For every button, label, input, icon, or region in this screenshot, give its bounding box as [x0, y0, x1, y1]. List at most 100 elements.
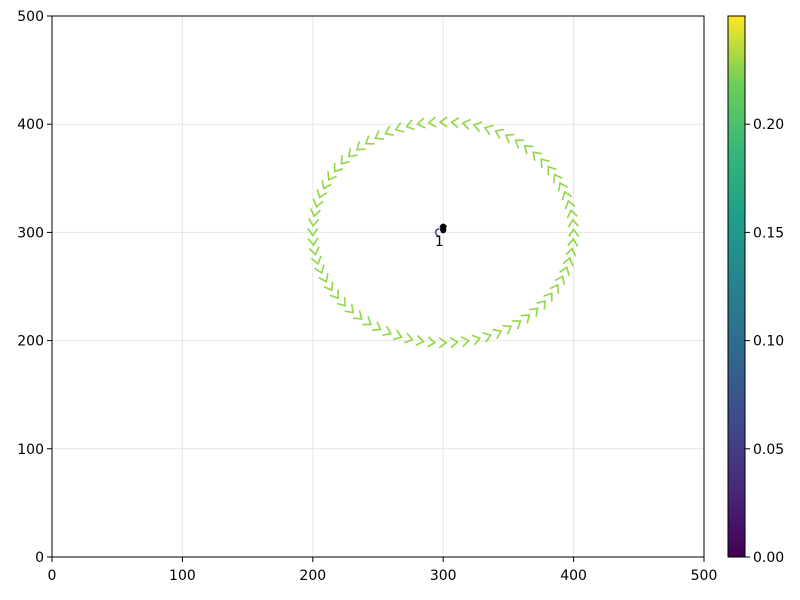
- colorbar-tick-label: 0.05: [753, 442, 784, 458]
- arrow-marker: [449, 337, 459, 349]
- arrow-marker: [514, 139, 525, 149]
- arrow-marker: [540, 158, 550, 168]
- arrow-marker: [340, 155, 350, 165]
- arrow-marker: [502, 324, 513, 335]
- arrow-marker: [405, 119, 415, 131]
- arrow-marker: [347, 147, 358, 158]
- colorbar-tick-label: 0.00: [753, 550, 784, 566]
- arrow-marker: [364, 135, 375, 145]
- arrow-markers: [307, 116, 580, 349]
- x-tick-label: 0: [48, 568, 57, 584]
- x-tick-label: 300: [430, 568, 457, 584]
- y-tick-label: 300: [17, 225, 44, 241]
- arrow-marker: [547, 165, 557, 176]
- arrow-marker: [309, 208, 321, 218]
- arrow-marker: [384, 125, 394, 137]
- arrow-marker: [415, 334, 425, 347]
- arrow-marker: [310, 255, 322, 266]
- arrow-marker: [553, 173, 563, 184]
- arrow-marker: [511, 320, 522, 330]
- arrow-marker: [336, 296, 347, 307]
- y-tick-label: 500: [17, 9, 44, 25]
- arrow-marker: [307, 237, 319, 247]
- arrow-marker: [312, 198, 324, 209]
- y-axis: 0 100 200 300 400 500: [17, 9, 52, 566]
- colorbar: [727, 15, 746, 558]
- arrow-marker: [374, 130, 385, 140]
- arrow-marker: [472, 121, 483, 133]
- arrow-marker: [482, 332, 492, 343]
- colorbar-tick-label: 0.20: [753, 117, 784, 133]
- arrow-marker: [333, 162, 344, 173]
- arrow-marker: [404, 332, 414, 344]
- arrow-marker: [314, 264, 325, 275]
- arrow-marker: [427, 116, 437, 128]
- y-tick-label: 200: [17, 334, 44, 350]
- arrow-marker: [362, 316, 372, 326]
- arrow-marker: [492, 328, 503, 340]
- arrow-marker: [567, 218, 580, 228]
- arrow-marker: [356, 141, 366, 151]
- arrow-marker: [536, 299, 546, 310]
- arrow-marker: [566, 208, 578, 219]
- colorbar-axis: 0.00 0.05 0.10 0.15 0.20: [745, 117, 784, 566]
- arrow-marker: [565, 247, 577, 257]
- arrow-marker: [471, 334, 482, 346]
- arrow-marker: [308, 246, 320, 256]
- arrow-marker: [504, 133, 515, 144]
- arrow-marker: [494, 128, 505, 139]
- arrow-marker: [327, 171, 337, 182]
- arrow-marker: [567, 228, 580, 237]
- colorbar-tick-label: 0.15: [753, 225, 784, 241]
- y-tick-label: 100: [17, 442, 44, 458]
- arrow-marker: [523, 145, 534, 155]
- arrow-marker: [321, 179, 332, 190]
- arrow-marker: [329, 289, 339, 300]
- colorbar-tick-label: 0.10: [753, 334, 784, 350]
- arrow-marker: [564, 199, 576, 210]
- arrow-marker: [416, 117, 426, 129]
- arrow-marker: [549, 283, 560, 294]
- arrow-marker: [307, 227, 319, 237]
- arrow-marker: [554, 275, 566, 285]
- center-tail: [434, 227, 440, 238]
- arrow-marker: [427, 336, 437, 348]
- arrow-marker: [460, 336, 471, 348]
- arrow-marker: [344, 303, 355, 314]
- arrow-marker: [543, 292, 553, 302]
- arrow-marker: [392, 329, 403, 341]
- arrow-marker: [450, 117, 460, 129]
- arrow-marker: [520, 314, 531, 324]
- arrow-marker: [561, 190, 573, 201]
- center-marks: [434, 223, 448, 238]
- arrow-marker: [382, 325, 393, 337]
- arrow-marker: [394, 122, 405, 133]
- arrow-marker: [483, 124, 494, 136]
- arrow-marker: [323, 281, 334, 292]
- x-tick-label: 400: [560, 568, 587, 584]
- center-blob-arc: [439, 223, 448, 228]
- arrow-marker: [557, 181, 568, 192]
- center-blob: [440, 224, 447, 234]
- arrow-marker: [562, 256, 574, 267]
- arrow-marker: [307, 217, 320, 228]
- arrow-marker: [461, 118, 471, 130]
- plot-frame: [51, 15, 705, 558]
- arrow-marker: [318, 273, 329, 284]
- arrow-marker: [353, 310, 363, 320]
- x-tick-label: 500: [691, 568, 718, 584]
- y-tick-label: 0: [35, 550, 44, 566]
- x-axis: 0 100 200 300 400 500: [48, 557, 718, 584]
- x-tick-label: 200: [299, 568, 326, 584]
- y-tick-label: 400: [17, 117, 44, 133]
- arrow-marker: [438, 116, 448, 128]
- arrow-marker: [567, 237, 579, 247]
- grid-lines: [51, 15, 705, 558]
- arrow-marker: [371, 321, 382, 332]
- arrow-marker: [528, 307, 539, 317]
- annotation-label: 1: [435, 234, 444, 250]
- arrow-marker: [316, 188, 328, 199]
- x-tick-label: 100: [169, 568, 196, 584]
- arrow-marker: [559, 266, 570, 276]
